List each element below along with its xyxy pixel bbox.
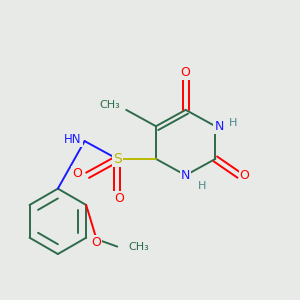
Text: S: S xyxy=(113,152,122,166)
Text: O: O xyxy=(240,169,250,182)
Text: O: O xyxy=(181,66,190,79)
Text: CH₃: CH₃ xyxy=(100,100,120,110)
Text: N: N xyxy=(181,169,190,182)
Text: HN: HN xyxy=(64,133,82,146)
Text: O: O xyxy=(72,167,82,180)
Text: CH₃: CH₃ xyxy=(129,242,149,252)
Text: N: N xyxy=(214,120,224,133)
Text: H: H xyxy=(229,118,237,128)
Text: H: H xyxy=(198,181,206,191)
Text: O: O xyxy=(92,236,101,249)
Text: O: O xyxy=(114,192,124,205)
